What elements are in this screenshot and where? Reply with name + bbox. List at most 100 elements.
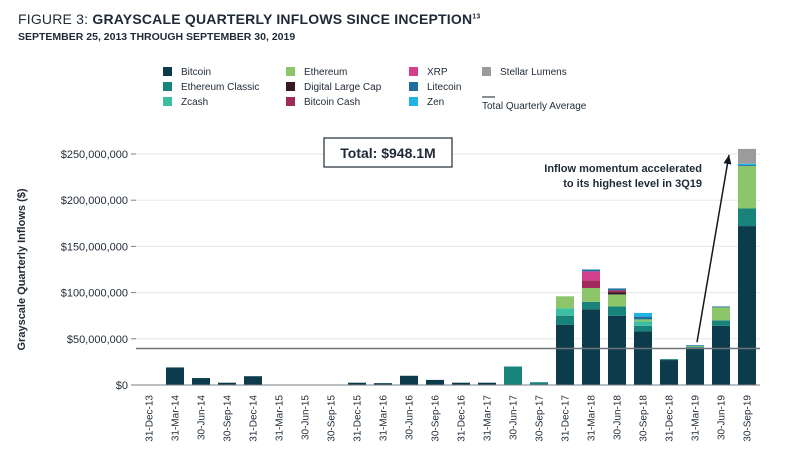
bar-ethereum-31-mar-19 (686, 346, 704, 348)
bar-bitcoin-30-sep-14 (218, 382, 236, 385)
y-tick-label: $250,000,000 (61, 149, 128, 161)
bar-bitcoin-30-sep-19 (738, 226, 756, 385)
bar-bitcoin-30-sep-18 (634, 331, 652, 385)
legend-label-zen: Zen (427, 97, 444, 108)
axes: $0 $50,000,000 $100,000,000 $150,000,000 $20… (16, 149, 760, 442)
total-box-label: Total: $948.1M (340, 145, 435, 161)
bar-bitcoin-31-mar-19 (686, 348, 704, 385)
bar-litecoin-30-jun-18 (608, 288, 626, 291)
x-tick-label: 30-Jun-16 (405, 395, 416, 440)
bar-bitcoin-31-mar-14 (166, 367, 184, 385)
legend-label-total-quarterly-average: Total Quarterly Average (482, 101, 587, 112)
x-tick-label: 31-Dec-16 (457, 395, 468, 442)
bar-bitcoin-31-dec-15 (348, 382, 366, 385)
annotation-arrow-shaft (696, 154, 730, 343)
bar-ethereum-classic-31-mar-19 (686, 347, 704, 349)
bar-ethereum-classic-30-jun-18 (608, 306, 626, 316)
legend-label-stellar-lumens: Stellar Lumens (500, 67, 567, 78)
x-tick-label: 30-Sep-17 (535, 395, 546, 442)
legend-swatch-zcash (163, 97, 172, 106)
y-axis-title: Grayscale Quarterly Inflows ($) (16, 188, 28, 350)
x-tick-label: 30-Sep-16 (431, 395, 442, 442)
y-tick-label: $200,000,000 (61, 195, 128, 207)
x-tick-label: 31-Dec-17 (561, 395, 572, 442)
legend-label-ethereum-classic: Ethereum Classic (181, 82, 259, 93)
legend-label-bitcoin: Bitcoin (181, 67, 211, 78)
x-tick-label: 30-Sep-15 (327, 395, 338, 442)
bar-bitcoin-30-jun-16 (400, 375, 418, 385)
x-tick-label: 31-Dec-14 (249, 395, 260, 442)
bar-zen-30-sep-19 (738, 163, 756, 166)
x-tick-label: 31-Mar-19 (691, 395, 702, 442)
bar-ethereum-30-sep-18 (634, 319, 652, 322)
overlay: Total: $948.1M Inflow momentum accelerate… (136, 137, 760, 350)
legend: Bitcoin Ethereum Classic Zcash Ethereum Digi… (163, 67, 587, 112)
bars (166, 148, 756, 386)
legend-swatch-litecoin (409, 82, 418, 91)
bar-bitcoin-31-dec-18 (660, 360, 678, 385)
bar-bitcoin-30-jun-19 (712, 325, 730, 385)
legend-label-ethereum: Ethereum (304, 67, 347, 78)
bar-ethereum-classic-31-dec-17 (556, 315, 574, 325)
annotation-arrow-head (723, 154, 732, 165)
legend-label-litecoin: Litecoin (427, 82, 461, 93)
bar-ethereum-30-jun-19 (712, 307, 730, 321)
y-tick-label: $50,000,000 (67, 334, 128, 346)
x-tick-label: 30-Jun-17 (509, 395, 520, 440)
x-tick-label: 30-Jun-18 (613, 395, 624, 440)
x-tick-label: 31-Mar-18 (587, 395, 598, 442)
figure-title-text: GRAYSCALE QUARTERLY INFLOWS SINCE INCEPT… (92, 11, 473, 27)
bar-bitcoin-31-mar-17 (478, 382, 496, 385)
bar-litecoin-31-mar-19 (686, 345, 704, 347)
legend-label-digital-large-cap: Digital Large Cap (304, 82, 382, 93)
x-tick-label: 30-Sep-14 (223, 395, 234, 442)
total-box (323, 137, 453, 168)
x-tick-label: 31-Mar-14 (171, 395, 182, 442)
bar-bitcoin-30-jun-14 (192, 378, 210, 385)
legend-label-xrp: XRP (427, 67, 448, 78)
bar-ethereum-classic-30-sep-19 (738, 208, 756, 227)
bar-ethereum-classic-31-mar-18 (582, 301, 600, 310)
bar-bitcoin-30-sep-16 (426, 379, 444, 385)
bar-ethereum-31-dec-17 (556, 296, 574, 309)
bar-xrp-31-mar-18 (582, 271, 600, 281)
x-tick-label: 31-Mar-17 (483, 395, 494, 442)
bar-ethereum-31-mar-18 (582, 287, 600, 302)
legend-swatch-ethereum (286, 67, 295, 76)
annotation-text: to its highest level in 3Q19 (563, 178, 702, 190)
legend-swatch-bitcoin-cash (286, 97, 295, 106)
bar-litecoin-31-mar-18 (582, 269, 600, 272)
bar-litecoin-30-jun-19 (712, 306, 730, 308)
x-tick-label: 30-Sep-19 (743, 395, 754, 442)
bar-litecoin-30-sep-18 (634, 316, 652, 320)
bar-ethereum-30-jun-18 (608, 294, 626, 307)
y-tick-label: $0 (116, 380, 128, 392)
footnote-ref: 13 (472, 13, 481, 21)
x-tick-label: 31-Dec-18 (665, 395, 676, 442)
legend-swatch-bitcoin (163, 67, 172, 76)
bar-bitcoin-cash-31-mar-18 (582, 280, 600, 288)
y-tick-label: $150,000,000 (61, 241, 128, 253)
bar-ethereum-classic-30-sep-18 (634, 325, 652, 332)
x-tick-label: 31-Mar-16 (379, 395, 390, 442)
bar-bitcoin-cash-30-jun-18 (608, 290, 626, 293)
bar-ethereum-classic-30-jun-17 (504, 366, 522, 385)
bar-bitcoin-31-mar-18 (582, 309, 600, 385)
x-tick-label: 30-Jun-15 (301, 395, 312, 440)
legend-swatch-xrp (409, 67, 418, 76)
bar-bitcoin-31-mar-16 (374, 383, 392, 385)
x-tick-label: 30-Jun-19 (717, 395, 728, 440)
bar-litecoin-30-sep-19 (738, 165, 756, 167)
bar-ethereum-30-sep-19 (738, 166, 756, 209)
bar-bitcoin-31-dec-16 (452, 382, 470, 385)
legend-swatch-stellar-lumens (482, 67, 491, 76)
annotation-text: Inflow momentum accelerated (544, 163, 702, 175)
bar-zcash-30-sep-18 (634, 321, 652, 326)
figure-title: FIGURE 3: GRAYSCALE QUARTERLY INFLOWS SI… (18, 11, 480, 27)
bar-bitcoin-31-dec-17 (556, 324, 574, 385)
x-tick-label: 31-Dec-15 (353, 395, 364, 442)
figure-label: FIGURE 3: (18, 11, 89, 27)
bar-stellar-lumens-30-sep-19 (738, 148, 756, 164)
legend-label-zcash: Zcash (181, 97, 208, 108)
